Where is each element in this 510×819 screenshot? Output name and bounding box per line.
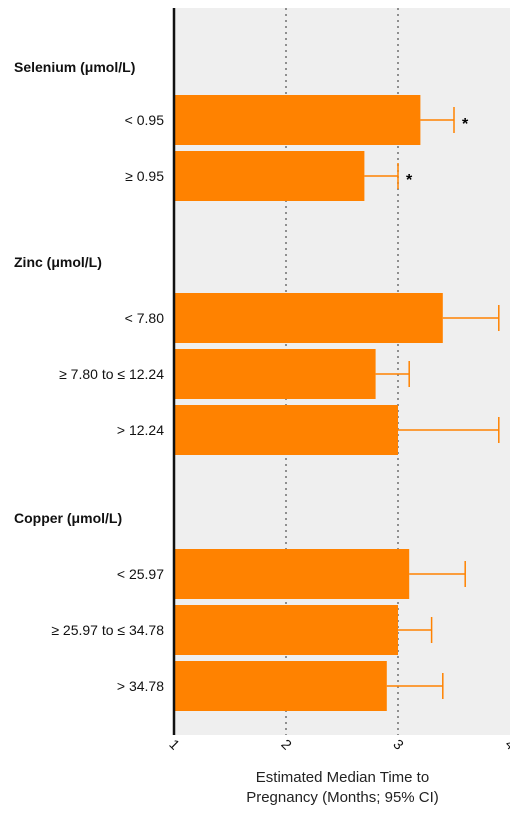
category-label: ≥ 7.80 to ≤ 12.24 — [59, 366, 164, 382]
group-title: Copper (μmol/L) — [14, 510, 122, 526]
x-axis-title: Estimated Median Time to Pregnancy (Mont… — [175, 768, 510, 808]
bar — [174, 151, 365, 201]
bars — [174, 95, 500, 711]
x-axis-ticks: 1 2 3 4 — [166, 736, 510, 753]
category-label: < 7.80 — [125, 310, 165, 326]
category-label: > 34.78 — [117, 678, 164, 694]
x-tick-label: 1 — [166, 736, 183, 753]
x-axis-title-line-2: Pregnancy (Months; 95% CI) — [246, 789, 439, 806]
bar — [174, 661, 387, 711]
category-labels: Selenium (μmol/L) < 0.95 * ≥ 0.95 * Zinc (μmo… — [14, 59, 469, 694]
significance-marker: * — [406, 172, 413, 189]
bar — [174, 405, 398, 455]
bar — [174, 605, 398, 655]
category-label: ≥ 25.97 to ≤ 34.78 — [51, 622, 164, 638]
x-tick-label: 2 — [278, 736, 295, 753]
group-title: Zinc (μmol/L) — [14, 254, 102, 270]
bar — [174, 95, 421, 145]
x-tick-label: 3 — [390, 736, 407, 753]
significance-marker: * — [462, 116, 469, 133]
category-label: < 0.95 — [125, 112, 165, 128]
category-label: > 12.24 — [117, 422, 164, 438]
bar — [174, 349, 376, 399]
category-label: < 25.97 — [117, 566, 164, 582]
x-axis-title-line-1: Estimated Median Time to — [255, 769, 430, 786]
group-title: Selenium (μmol/L) — [14, 59, 135, 75]
chart-svg: Selenium (μmol/L) < 0.95 * ≥ 0.95 * Zinc (μmo… — [14, 8, 510, 753]
bar — [174, 549, 410, 599]
x-tick-label: 4 — [502, 736, 510, 753]
bar — [174, 293, 443, 343]
category-label: ≥ 0.95 — [125, 168, 164, 184]
